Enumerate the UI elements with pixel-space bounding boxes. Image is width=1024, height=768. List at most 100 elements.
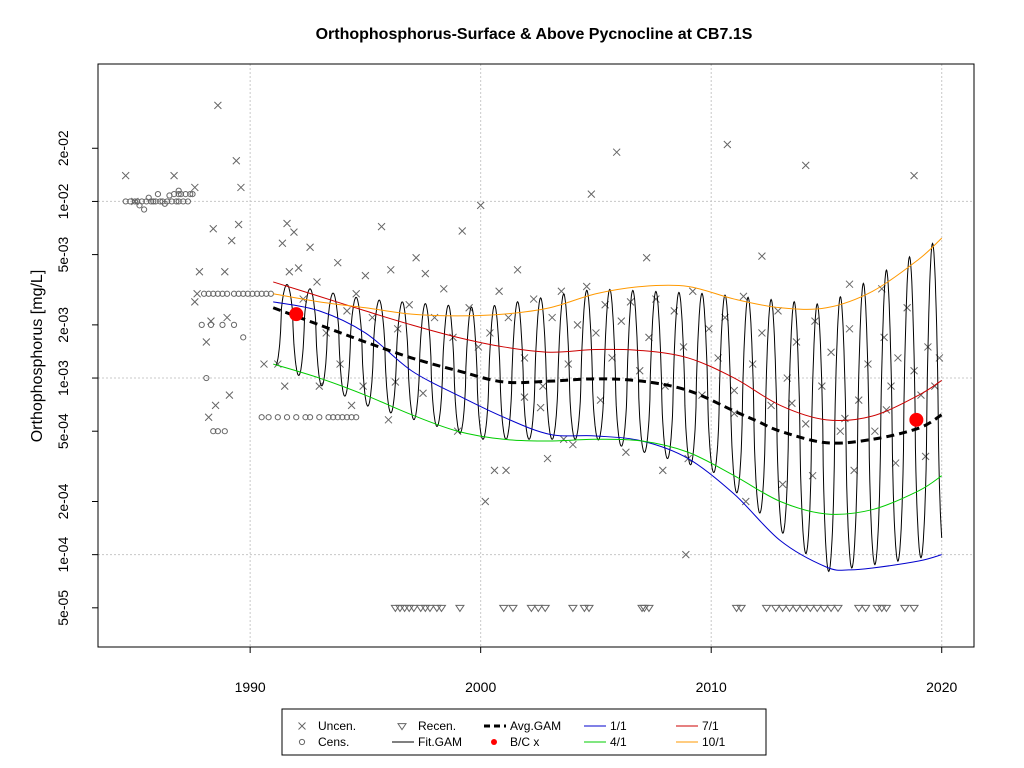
uncensored-point <box>204 413 213 422</box>
legend-box <box>281 708 767 756</box>
x-tick-label: 2000 <box>465 679 496 695</box>
censored-point <box>168 198 175 205</box>
censored-point <box>330 414 337 421</box>
uncensored-point <box>767 401 775 410</box>
uncensored-point <box>285 267 294 276</box>
recensored-point <box>770 604 781 613</box>
censored-point <box>175 198 182 205</box>
uncensored-point <box>705 324 713 333</box>
uncensored-point <box>774 307 782 315</box>
uncensored-point <box>741 497 750 506</box>
recensored-point <box>425 604 435 613</box>
censored-point <box>258 290 265 297</box>
recensored-point <box>731 604 742 613</box>
y-tick-label: 2e-03 <box>55 307 71 343</box>
censored-point <box>219 321 226 328</box>
censored-point <box>184 198 192 205</box>
y-tick-label: 2e-02 <box>55 130 71 166</box>
uncensored-point <box>548 313 556 322</box>
recensored-point <box>415 604 426 613</box>
recensored-point <box>860 604 871 613</box>
uncensored-point <box>827 348 835 357</box>
y-tick-label: 1e-04 <box>55 537 71 573</box>
censored-point <box>173 198 180 205</box>
censored-point <box>253 290 261 297</box>
uncensored-point <box>322 329 331 337</box>
uncensored-point <box>808 471 817 480</box>
uncensored-point <box>220 267 229 276</box>
y-tick-label: 5e-03 <box>55 236 71 272</box>
series-lines <box>272 237 943 573</box>
recensored-point <box>639 604 650 613</box>
uncensored-point <box>190 298 199 306</box>
censored-point <box>203 374 210 382</box>
plot-frame <box>97 63 975 648</box>
uncensored-point <box>476 201 485 210</box>
censored-point <box>265 414 272 421</box>
uncensored-point <box>195 267 204 276</box>
legend: Uncen. Cens. Recen. Fit.GAM Avg.GAM B/C x 1/1 4… <box>281 708 767 756</box>
uncensored-point <box>306 243 314 252</box>
uncensored-point <box>564 360 573 368</box>
censored-point <box>154 191 162 198</box>
recensored-point <box>784 604 795 613</box>
recensored-point <box>567 604 578 613</box>
uncensored-point <box>801 420 810 428</box>
uncensored-point <box>190 183 199 192</box>
censored-point <box>182 191 189 198</box>
censored-point <box>306 414 314 421</box>
uncensored-point <box>652 295 660 303</box>
uncensored-point <box>723 140 732 149</box>
uncensored-point <box>887 382 895 390</box>
legend-recensored-icon <box>397 723 407 731</box>
censored-point <box>207 321 215 328</box>
uncensored-point <box>778 480 787 489</box>
uncensored-point <box>290 228 298 237</box>
recensored-point <box>579 604 590 613</box>
censored-point <box>230 321 238 328</box>
uncensored-point <box>845 324 854 333</box>
censored-point <box>240 290 247 297</box>
data-points <box>121 101 944 613</box>
uncensored-point <box>347 401 356 410</box>
legend-label: Fit.GAM <box>418 735 462 749</box>
recensored-point <box>819 604 830 613</box>
censored-point <box>235 290 242 297</box>
uncensored-point <box>232 156 241 165</box>
censored-point <box>221 428 228 435</box>
legend-label: Recen. <box>418 719 456 733</box>
uncensored-point <box>439 284 448 293</box>
uncensored-point <box>910 171 918 180</box>
censored-point <box>152 198 159 205</box>
recensored-point <box>899 604 910 613</box>
recensored-point <box>390 604 401 613</box>
recensored-point <box>533 604 544 613</box>
y-axis-label: Orthophosphorus [mg/L] <box>29 270 46 443</box>
censored-point <box>353 414 360 421</box>
uncensored-point <box>237 183 245 192</box>
uncensored-point <box>495 287 503 296</box>
uncensored-point <box>513 265 522 274</box>
recensored-point <box>498 604 509 613</box>
censored-point <box>283 414 291 421</box>
censored-point <box>343 414 351 421</box>
censored-point <box>263 290 270 297</box>
censored-point <box>316 414 323 421</box>
recensored-point <box>436 604 447 613</box>
uncensored-point <box>421 269 430 278</box>
series-7-1 <box>273 281 942 422</box>
censored-point <box>127 198 134 205</box>
y-tick-label: 5e-05 <box>55 590 71 626</box>
uncensored-point <box>121 171 130 180</box>
uncensored-point <box>681 550 690 559</box>
recensored-point <box>399 604 410 613</box>
recensored-point <box>540 604 551 613</box>
uncensored-point <box>617 317 626 325</box>
uncensored-point <box>384 415 393 424</box>
uncensored-point <box>202 338 211 346</box>
censored-point <box>339 414 346 421</box>
y-tick-label: 2e-04 <box>55 483 71 519</box>
censored-point <box>325 414 332 421</box>
legend-uncensored-icon <box>298 722 306 730</box>
censored-point <box>240 334 247 341</box>
